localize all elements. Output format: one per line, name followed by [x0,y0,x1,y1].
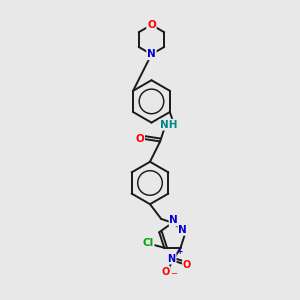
Text: N: N [147,49,156,59]
Text: O: O [147,20,156,30]
Text: NH: NH [160,120,177,130]
Text: O: O [183,260,191,270]
Text: +: + [176,247,183,256]
Text: O: O [135,134,144,143]
Text: N: N [178,225,187,235]
Text: N: N [168,254,176,264]
Text: −: − [170,269,178,278]
Text: N: N [169,215,178,225]
Text: O: O [162,267,170,277]
Text: Cl: Cl [142,238,154,248]
